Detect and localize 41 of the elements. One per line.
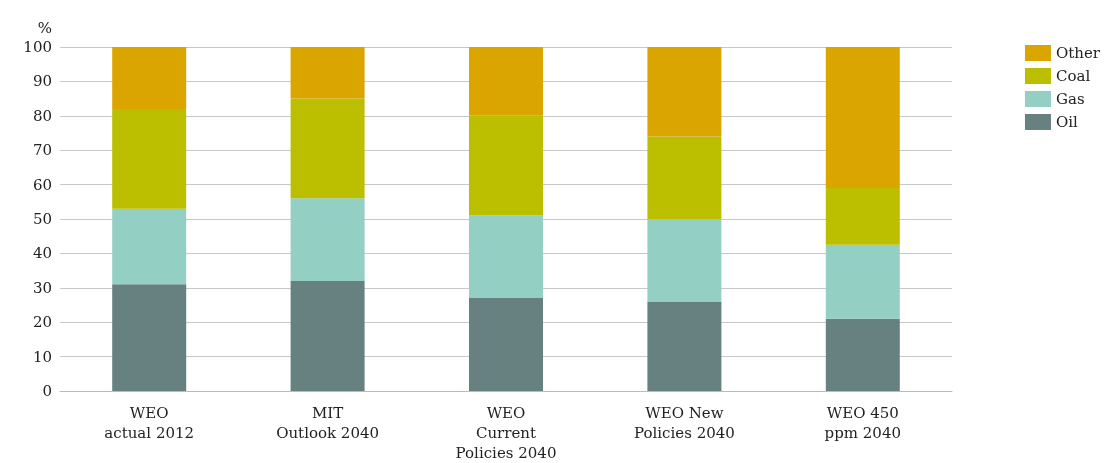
legend-label: Other (1055, 44, 1101, 62)
bar (469, 47, 543, 116)
legend-label: Coal (1055, 67, 1091, 85)
legend-label: Gas (1055, 90, 1085, 108)
y-tick-label: 40 (32, 244, 52, 263)
y-tick-label: 20 (32, 313, 52, 332)
x-tick-label: WEO 450 ppm 2040 (824, 404, 901, 442)
bar (469, 215, 543, 299)
bar (112, 108, 187, 209)
bar (647, 47, 722, 137)
bar (290, 98, 365, 199)
bar (469, 298, 543, 391)
x-tick-label: WEO New Policies 2040 (633, 404, 735, 442)
bar (647, 136, 722, 219)
bar (825, 318, 900, 391)
bar (112, 284, 187, 391)
x-tick-label: WEO actual 2012 (104, 404, 195, 442)
y-tick-label: 60 (32, 175, 52, 194)
y-tick-label: 80 (32, 106, 52, 125)
y-tick-label: 100 (23, 38, 52, 56)
y-tick-label: 10 (32, 347, 52, 366)
legend-label: Oil (1055, 113, 1079, 131)
bar (825, 188, 900, 245)
bar (647, 219, 722, 302)
y-tick-label: 70 (32, 141, 52, 160)
bar (290, 47, 365, 99)
bar (290, 280, 365, 391)
bar (825, 47, 900, 189)
y-tick-label: 50 (32, 210, 52, 228)
y-tick-label: 30 (32, 278, 52, 297)
bar (647, 301, 722, 391)
y-tick-label: 0 (42, 382, 52, 400)
x-tick-label: WEO Current Policies 2040 (455, 404, 557, 462)
y-axis-title: % (37, 18, 52, 37)
y-tick-label: 90 (32, 72, 52, 91)
bar (112, 47, 187, 109)
bar (112, 208, 187, 285)
x-tick-label: MIT Outlook 2040 (276, 404, 380, 442)
bar (825, 244, 900, 319)
bar (290, 198, 365, 281)
bar (469, 115, 543, 216)
